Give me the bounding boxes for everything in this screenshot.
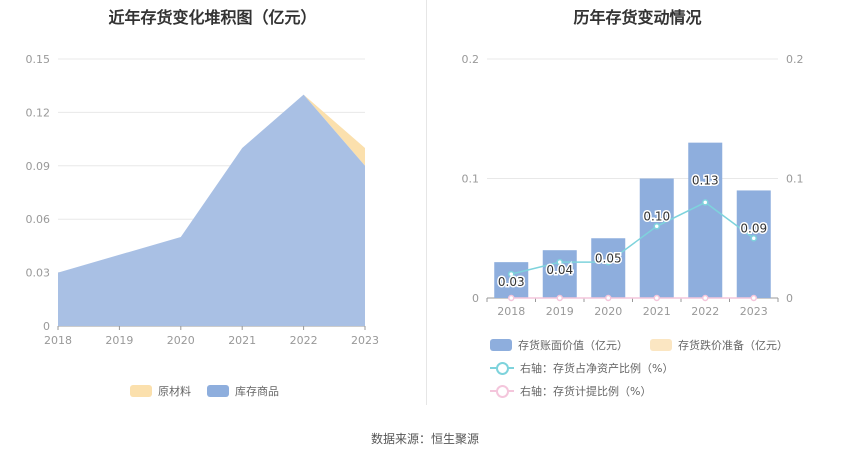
legend-label-raw-material: 原材料 (158, 385, 191, 398)
point-provision-ratio-2019 (556, 294, 563, 302)
right-left-axis-tick-label: 0.1 (462, 173, 480, 186)
point-net-asset-ratio-2020 (605, 258, 612, 266)
left-y-tick-label: 0.03 (26, 267, 51, 280)
legend-provision-ratio[interactable]: 右轴：存货计提比例（%） (490, 383, 651, 399)
left-chart-title: 近年存货变化堆积图（亿元） (108, 8, 317, 27)
left-x-tick-label: 2022 (290, 334, 318, 347)
right-chart-title: 历年存货变动情况 (573, 8, 702, 27)
right-right-axis-tick-label: 0 (786, 292, 793, 305)
left-x-tick-label: 2023 (351, 334, 379, 347)
legend-swatch-impairment (650, 339, 672, 351)
point-net-asset-ratio-2023 (750, 235, 757, 242)
legend-label-book-value: 存货账面价值（亿元） (518, 339, 628, 352)
point-provision-ratio-2022 (702, 294, 709, 302)
point-net-asset-ratio-2021 (653, 223, 660, 230)
legend-line-icon-net-asset-ratio (490, 362, 514, 375)
bar-value-label-2018: 0.03 (498, 275, 525, 289)
right-right-axis-tick-label: 0.1 (786, 173, 804, 186)
point-provision-ratio-2023 (750, 294, 757, 302)
legend-line-icon-provision-ratio (490, 385, 514, 398)
bar-value-label-2022: 0.13 (692, 174, 719, 188)
legend-inventory-goods[interactable]: 库存商品 (207, 383, 279, 399)
left-y-tick-label: 0.12 (26, 106, 51, 119)
bar-value-label-2021: 0.10 (643, 210, 670, 224)
right-left-axis-tick-label: 0.2 (462, 53, 480, 66)
left-x-tick-label: 2018 (44, 334, 72, 347)
legend-raw-material[interactable]: 原材料 (130, 383, 191, 399)
legend-swatch-inventory-goods (207, 385, 229, 397)
right-x-tick-label: 2019 (546, 305, 574, 318)
point-net-asset-ratio-2018 (508, 270, 515, 278)
point-provision-ratio-2021 (653, 294, 660, 302)
bar-book-value-2020 (591, 238, 626, 298)
bar-value-label-2023: 0.09 (740, 221, 767, 235)
legend-label-impairment: 存货跌价准备（亿元） (678, 339, 788, 352)
legend-book-value[interactable]: 存货账面价值（亿元） (490, 337, 628, 353)
left-x-tick-label: 2021 (228, 334, 256, 347)
bar-book-value-2022 (688, 142, 723, 298)
bar-value-label-2020: 0.05 (595, 251, 622, 265)
legend-label-inventory-goods: 库存商品 (235, 385, 279, 398)
right-left-axis-tick-label: 0 (472, 292, 479, 305)
left-x-tick-label: 2020 (167, 334, 195, 347)
data-source-note: 数据来源：恒生聚源 (370, 432, 479, 446)
legend-impairment[interactable]: 存货跌价准备（亿元） (650, 337, 788, 353)
legend-label-provision-ratio: 右轴：存货计提比例（%） (520, 385, 652, 398)
left-x-tick-label: 2019 (105, 334, 133, 347)
legend-swatch-raw-material (130, 385, 152, 397)
point-net-asset-ratio-2019 (556, 258, 563, 266)
bar-book-value-2023 (736, 190, 771, 298)
right-right-axis-tick-label: 0.2 (786, 53, 804, 66)
right-x-tick-label: 2023 (740, 305, 768, 318)
point-provision-ratio-2020 (605, 294, 612, 302)
legend-label-net-asset-ratio: 右轴：存货占净资产比例（%） (520, 362, 674, 375)
right-x-tick-label: 2021 (643, 305, 671, 318)
right-x-tick-label: 2020 (594, 305, 622, 318)
bar-book-value-2019 (542, 250, 577, 298)
point-provision-ratio-2018 (508, 294, 515, 302)
left-y-tick-label: 0.06 (26, 213, 51, 226)
right-x-tick-label: 2022 (691, 305, 719, 318)
left-y-tick-label: 0.09 (26, 160, 51, 173)
left-y-tick-label: 0.15 (26, 53, 51, 66)
bar-value-label-2019: 0.04 (546, 263, 573, 277)
bar-book-value-2018 (494, 262, 529, 298)
bar-book-value-2021 (639, 178, 674, 298)
line-net-asset-ratio (511, 201, 755, 275)
left-area-inventory-goods (58, 94, 365, 326)
right-x-tick-label: 2018 (497, 305, 525, 318)
panel-divider (426, 0, 427, 405)
left-y-tick-label: 0 (43, 320, 50, 333)
point-net-asset-ratio-2022 (702, 199, 709, 206)
legend-swatch-book-value (490, 339, 512, 351)
legend-net-asset-ratio[interactable]: 右轴：存货占净资产比例（%） (490, 360, 673, 376)
